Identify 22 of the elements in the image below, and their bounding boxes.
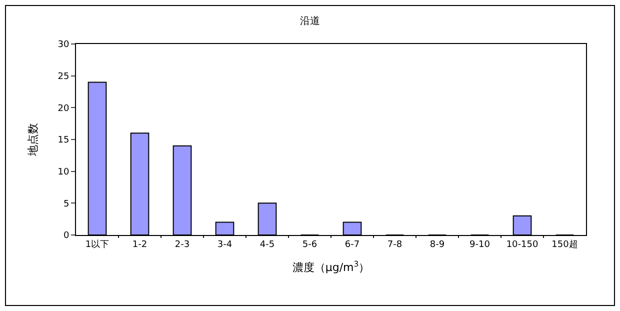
y-tick-label: 20 [58, 104, 70, 114]
y-tick-label: 30 [58, 40, 70, 50]
y-tick-label: 25 [58, 72, 70, 82]
y-tick-label: 15 [58, 136, 70, 146]
y-tick-label: 5 [63, 199, 70, 210]
x-tick-label: 3-4 [217, 240, 232, 250]
y-tick-label: 0 [63, 231, 70, 242]
y-tick-label: 10 [58, 167, 70, 178]
x-tick-label: 8-9 [430, 240, 445, 250]
y-axis-title: 地点数 [26, 123, 40, 157]
x-tick-label: 2-3 [174, 240, 190, 250]
x-tick-label: 5-6 [302, 240, 318, 250]
x-tick-label: 150超 [552, 238, 578, 250]
x-tick-label: 1以下 [85, 238, 110, 250]
x-tick-label: 9-10 [470, 240, 490, 250]
x-tick-label: 4-5 [260, 240, 275, 250]
x-tick-label: 10-150 [506, 240, 538, 250]
chart-title: 沿道 [300, 15, 320, 28]
x-tick-label: 1-2 [132, 240, 148, 250]
x-tick-label: 6-7 [344, 240, 360, 250]
x-axis-title: 濃度（μg/m$^{3}$） [292, 259, 370, 274]
x-tick-label: 7-8 [387, 240, 402, 250]
